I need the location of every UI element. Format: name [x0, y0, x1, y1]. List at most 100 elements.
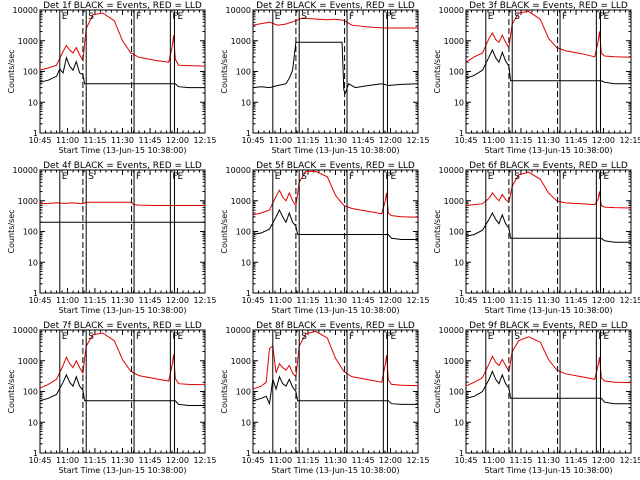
- panel-det-1: Det 1f BLACK = Events, RED = LLD 1 10 100 10…: [7, 1, 217, 155]
- y-tick-label: 1000: [18, 357, 38, 366]
- y-axis-label: Counts/sec: [220, 49, 229, 93]
- plot-frame: [39, 329, 206, 454]
- plot-frame: [465, 169, 632, 294]
- y-tick-label: 10000: [226, 166, 251, 175]
- x-axis-label: Start Time (13-Jun-15 10:38:00): [59, 306, 187, 315]
- panel-title: Det 8f BLACK = Events, RED = LLD: [256, 321, 415, 331]
- interval-marker-label: F: [562, 12, 567, 22]
- interval-marker-label: F: [136, 12, 141, 22]
- series-lld-line: [253, 330, 418, 390]
- y-tick-label: 1000: [18, 197, 38, 206]
- x-tick-label: 12:00: [592, 456, 615, 465]
- y-tick-label: 10: [28, 258, 38, 267]
- y-tick-label: 1: [246, 289, 251, 298]
- x-tick-label: 11:30: [324, 456, 347, 465]
- x-tick-label: 11:30: [324, 296, 347, 305]
- x-tick-label: 11:45: [565, 136, 588, 145]
- series-lld-line: [40, 12, 205, 71]
- interval-marker-label: F: [562, 172, 567, 182]
- interval-marker-label: E: [62, 332, 68, 342]
- interval-marker-label: F: [349, 172, 354, 182]
- x-tick-label: 11:00: [269, 456, 292, 465]
- y-tick-label: 1: [246, 129, 251, 138]
- x-tick-label: 12:00: [166, 456, 189, 465]
- y-tick-label: 1000: [444, 357, 464, 366]
- x-tick-label: 11:15: [296, 296, 319, 305]
- y-axis-label: Counts/sec: [220, 209, 229, 253]
- interval-marker-label: E: [488, 332, 494, 342]
- series-events-line: [466, 48, 631, 85]
- interval-marker-label: E: [275, 12, 281, 22]
- interval-marker-label: FE: [598, 332, 609, 342]
- x-tick-label: 10:45: [454, 296, 477, 305]
- x-tick-label: 11:00: [269, 136, 292, 145]
- interval-marker-label: S: [88, 12, 94, 22]
- interval-marker-label: F: [136, 332, 141, 342]
- x-tick-label: 11:15: [509, 456, 532, 465]
- x-tick-label: 12:15: [193, 456, 216, 465]
- series-events-line: [466, 370, 631, 405]
- y-tick-label: 100: [449, 228, 464, 237]
- x-tick-label: 11:00: [482, 296, 505, 305]
- y-tick-label: 100: [23, 228, 38, 237]
- panel-title: Det 3f BLACK = Events, RED = LLD: [469, 1, 628, 11]
- interval-marker-label: S: [301, 172, 307, 182]
- interval-marker-label: E: [62, 172, 68, 182]
- y-tick-label: 100: [23, 68, 38, 77]
- x-tick-label: 12:15: [193, 136, 216, 145]
- x-axis-label: Start Time (13-Jun-15 10:38:00): [272, 146, 400, 155]
- x-tick-label: 11:15: [509, 136, 532, 145]
- x-tick-label: 12:00: [166, 296, 189, 305]
- interval-marker-label: E: [275, 172, 281, 182]
- series-lld-line: [40, 332, 205, 389]
- y-tick-label: 10: [454, 98, 464, 107]
- y-tick-label: 10: [28, 98, 38, 107]
- interval-marker-label: E: [275, 332, 281, 342]
- y-axis-label: Counts/sec: [433, 49, 442, 93]
- y-axis-label: Counts/sec: [7, 49, 16, 93]
- x-tick-label: 10:45: [454, 456, 477, 465]
- x-tick-label: 11:15: [296, 456, 319, 465]
- series-events-line: [253, 208, 418, 240]
- series-lld-line: [253, 170, 418, 218]
- series-events-line: [253, 41, 418, 95]
- interval-marker-label: S: [88, 172, 94, 182]
- x-tick-label: 11:15: [296, 136, 319, 145]
- x-tick-label: 11:30: [111, 136, 134, 145]
- y-tick-label: 10000: [226, 326, 251, 335]
- interval-marker-label: S: [514, 12, 520, 22]
- x-tick-label: 12:00: [166, 136, 189, 145]
- y-tick-label: 1000: [231, 197, 251, 206]
- x-tick-label: 10:45: [28, 136, 51, 145]
- y-axis-label: Counts/sec: [433, 369, 442, 413]
- x-tick-label: 12:00: [379, 456, 402, 465]
- y-tick-label: 1000: [18, 37, 38, 46]
- plot-frame: [252, 329, 419, 454]
- panel-det-2: Det 2f BLACK = Events, RED = LLD 1 10 100 10…: [220, 1, 430, 155]
- interval-marker-label: F: [136, 172, 141, 182]
- interval-marker-label: E: [62, 12, 68, 22]
- x-tick-label: 12:15: [406, 296, 429, 305]
- panel-det-7: Det 7f BLACK = Events, RED = LLD 1 10 100 10…: [7, 321, 217, 475]
- interval-marker-label: S: [514, 332, 520, 342]
- panel-title: Det 9f BLACK = Events, RED = LLD: [469, 321, 628, 331]
- x-tick-label: 11:30: [537, 136, 560, 145]
- x-tick-label: 12:15: [619, 456, 640, 465]
- y-tick-label: 1000: [231, 357, 251, 366]
- x-tick-label: 11:00: [56, 136, 79, 145]
- y-tick-label: 1: [459, 449, 464, 458]
- interval-marker-label: F: [349, 12, 354, 22]
- x-tick-label: 12:00: [379, 296, 402, 305]
- y-tick-label: 10000: [226, 6, 251, 15]
- y-tick-label: 10000: [439, 166, 464, 175]
- panel-det-4: Det 4f BLACK = Events, RED = LLD 1 10 100 10…: [7, 161, 217, 315]
- y-axis-label: Counts/sec: [7, 369, 16, 413]
- y-tick-label: 10: [241, 418, 251, 427]
- y-tick-label: 10: [454, 258, 464, 267]
- x-tick-label: 12:00: [379, 136, 402, 145]
- panel-title: Det 5f BLACK = Events, RED = LLD: [256, 161, 415, 171]
- x-tick-label: 10:45: [28, 456, 51, 465]
- x-tick-label: 11:00: [56, 456, 79, 465]
- panel-title: Det 2f BLACK = Events, RED = LLD: [256, 1, 415, 11]
- interval-marker-label: E: [488, 12, 494, 22]
